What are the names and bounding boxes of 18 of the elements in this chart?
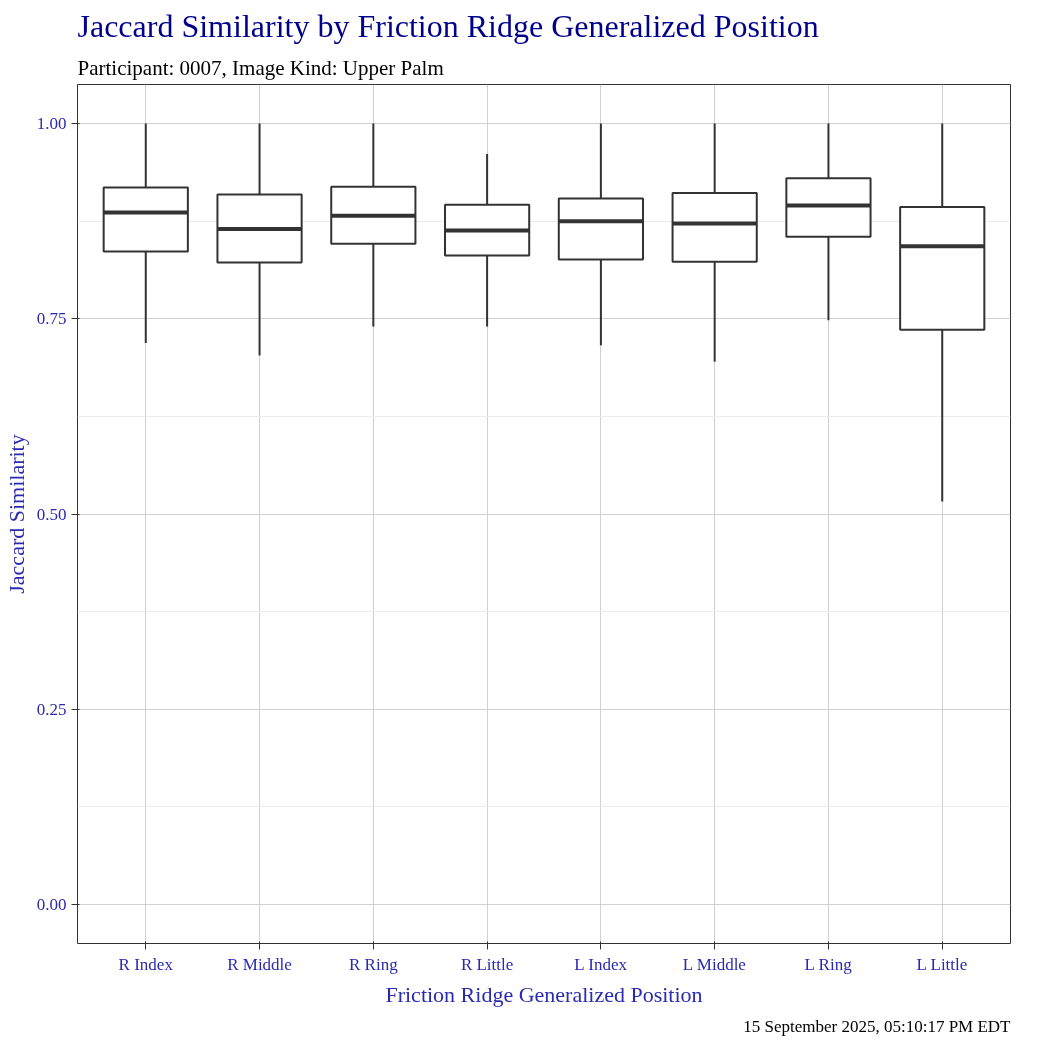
x-tick-label: L Middle [682,954,746,974]
x-tick-label: R Index [118,954,174,974]
chart-subtitle: Participant: 0007, Image Kind: Upper Palm [77,55,444,80]
x-tick-label: L Ring [804,954,853,974]
x-tick-label: L Index [574,954,628,974]
y-tick-label: 0.75 [36,309,67,329]
chart-title: Jaccard Similarity by Friction Ridge Generalized Position [77,7,819,44]
y-tick-label: 0.25 [36,699,67,719]
x-axis-title: Friction Ridge Generalized Position [385,981,703,1007]
y-tick-label: 1.00 [36,114,67,134]
x-tick-label: R Ring [349,954,399,974]
y-tick-label: 0.50 [36,504,67,524]
x-tick-label: L Little [916,954,968,974]
text: 15 September 2025, 05:10:17 PM EDT [743,1016,1012,1036]
x-tick-label: R Middle [227,954,292,974]
y-axis-title: Jaccard Similarity [3,434,29,594]
x-tick-label: R Little [460,954,514,974]
y-tick-label: 0.00 [36,894,67,914]
